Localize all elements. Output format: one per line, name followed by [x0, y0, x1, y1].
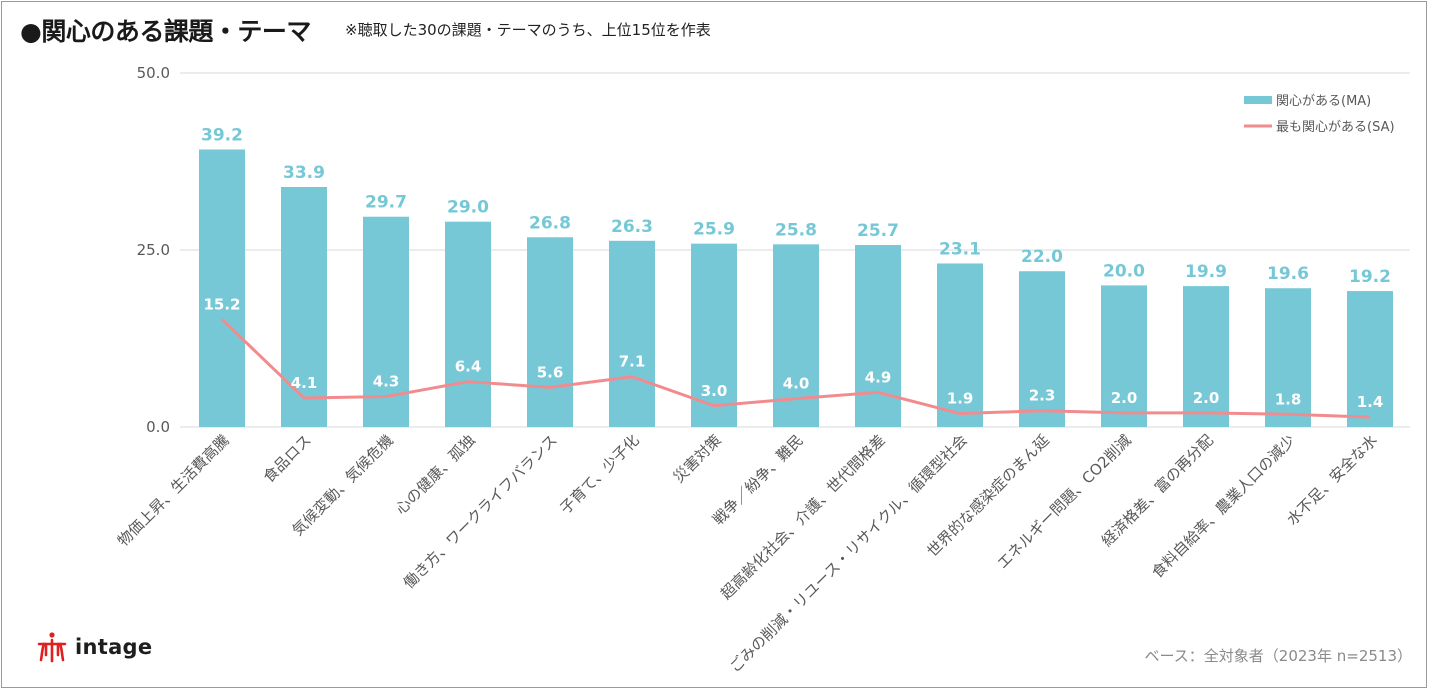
line-value-label: 4.1: [291, 374, 318, 392]
x-category-label: 物価上昇、生活費高騰: [114, 431, 233, 550]
x-category-label: 食料自給率、農業人口の減少: [1148, 431, 1299, 582]
x-category-label: 食品ロス: [260, 431, 315, 486]
x-category-label: エネルギー問題、CO2削減: [994, 431, 1135, 572]
bar: [1101, 285, 1147, 427]
logo-text: intage: [75, 635, 153, 659]
bar: [691, 243, 737, 427]
line-value-label: 2.0: [1111, 389, 1138, 407]
line-value-label: 7.1: [619, 353, 646, 371]
bar-value-label: 23.1: [939, 239, 981, 259]
line-value-label: 2.0: [1193, 389, 1220, 407]
legend-label-bar: 関心がある(MA): [1276, 94, 1371, 109]
intage-logo-icon: [37, 632, 67, 663]
bar-value-label: 29.7: [365, 193, 407, 213]
bar: [1347, 291, 1393, 427]
bar-value-label: 26.3: [611, 217, 653, 237]
bar: [1265, 288, 1311, 427]
line-value-label: 6.4: [455, 358, 482, 376]
bar-value-label: 19.9: [1185, 262, 1227, 282]
line-series: [220, 318, 1371, 419]
line-value-label: 2.3: [1029, 387, 1056, 405]
chart-title: ●関心のある課題・テーマ: [20, 17, 311, 46]
bar: [609, 240, 655, 427]
bar: [1019, 271, 1065, 427]
line-value-label: 1.9: [947, 390, 974, 408]
line-value-label: 1.8: [1275, 390, 1302, 408]
bar: [1183, 286, 1229, 427]
bar-value-label: 29.0: [447, 198, 489, 218]
bar-value-label: 33.9: [283, 163, 325, 183]
bar-value-label: 22.0: [1021, 247, 1063, 267]
bar: [855, 245, 901, 427]
bar: [527, 237, 573, 427]
line-value-label: 5.6: [537, 363, 564, 381]
line-value-label: 4.3: [373, 373, 400, 391]
bar: [281, 186, 327, 427]
bar-value-label: 19.2: [1349, 267, 1391, 287]
line-value-label: 4.9: [865, 368, 892, 386]
line-value-label: 1.4: [1357, 393, 1384, 411]
bar: [363, 216, 409, 427]
x-category-label: 超高齢化社会、介護、世代間格差: [717, 431, 889, 603]
bar-value-label: 39.2: [201, 125, 243, 145]
x-category-label: 働き方、ワークライフバランス: [400, 431, 561, 592]
bar-value-label: 19.6: [1267, 264, 1309, 284]
base-note: ベース：全対象者（2023年 n=2513）: [1144, 647, 1412, 665]
chart-subtitle: ※聴取した30の課題・テーマのうち、上位15位を作表: [345, 21, 711, 39]
line-value-label: 3.0: [701, 382, 728, 400]
intage-logo: intage: [37, 630, 152, 664]
y-tick-label: 0.0: [146, 418, 170, 436]
x-category-label: 水不足、安全な水: [1283, 431, 1381, 529]
legend-label-line: 最も関心がある(SA): [1276, 120, 1395, 135]
x-category-label: 災害対策: [670, 431, 725, 486]
legend-swatch-bar: [1244, 96, 1272, 104]
y-tick-label: 50.0: [137, 64, 170, 82]
x-category-label: 心の健康、孤独: [392, 431, 479, 518]
x-category-label: 子育て、少子化: [556, 431, 642, 517]
bar: [937, 263, 983, 427]
bar: [445, 221, 491, 427]
bar-value-label: 25.7: [857, 221, 899, 241]
bar-value-label: 25.8: [775, 220, 817, 240]
bar: [199, 149, 245, 428]
bar-value-label: 25.9: [693, 220, 735, 240]
line-value-label: 15.2: [203, 295, 240, 313]
line-value-label: 4.0: [783, 375, 810, 393]
y-tick-label: 25.0: [137, 241, 170, 259]
bar-value-label: 20.0: [1103, 261, 1145, 281]
bar-value-label: 26.8: [529, 213, 571, 233]
